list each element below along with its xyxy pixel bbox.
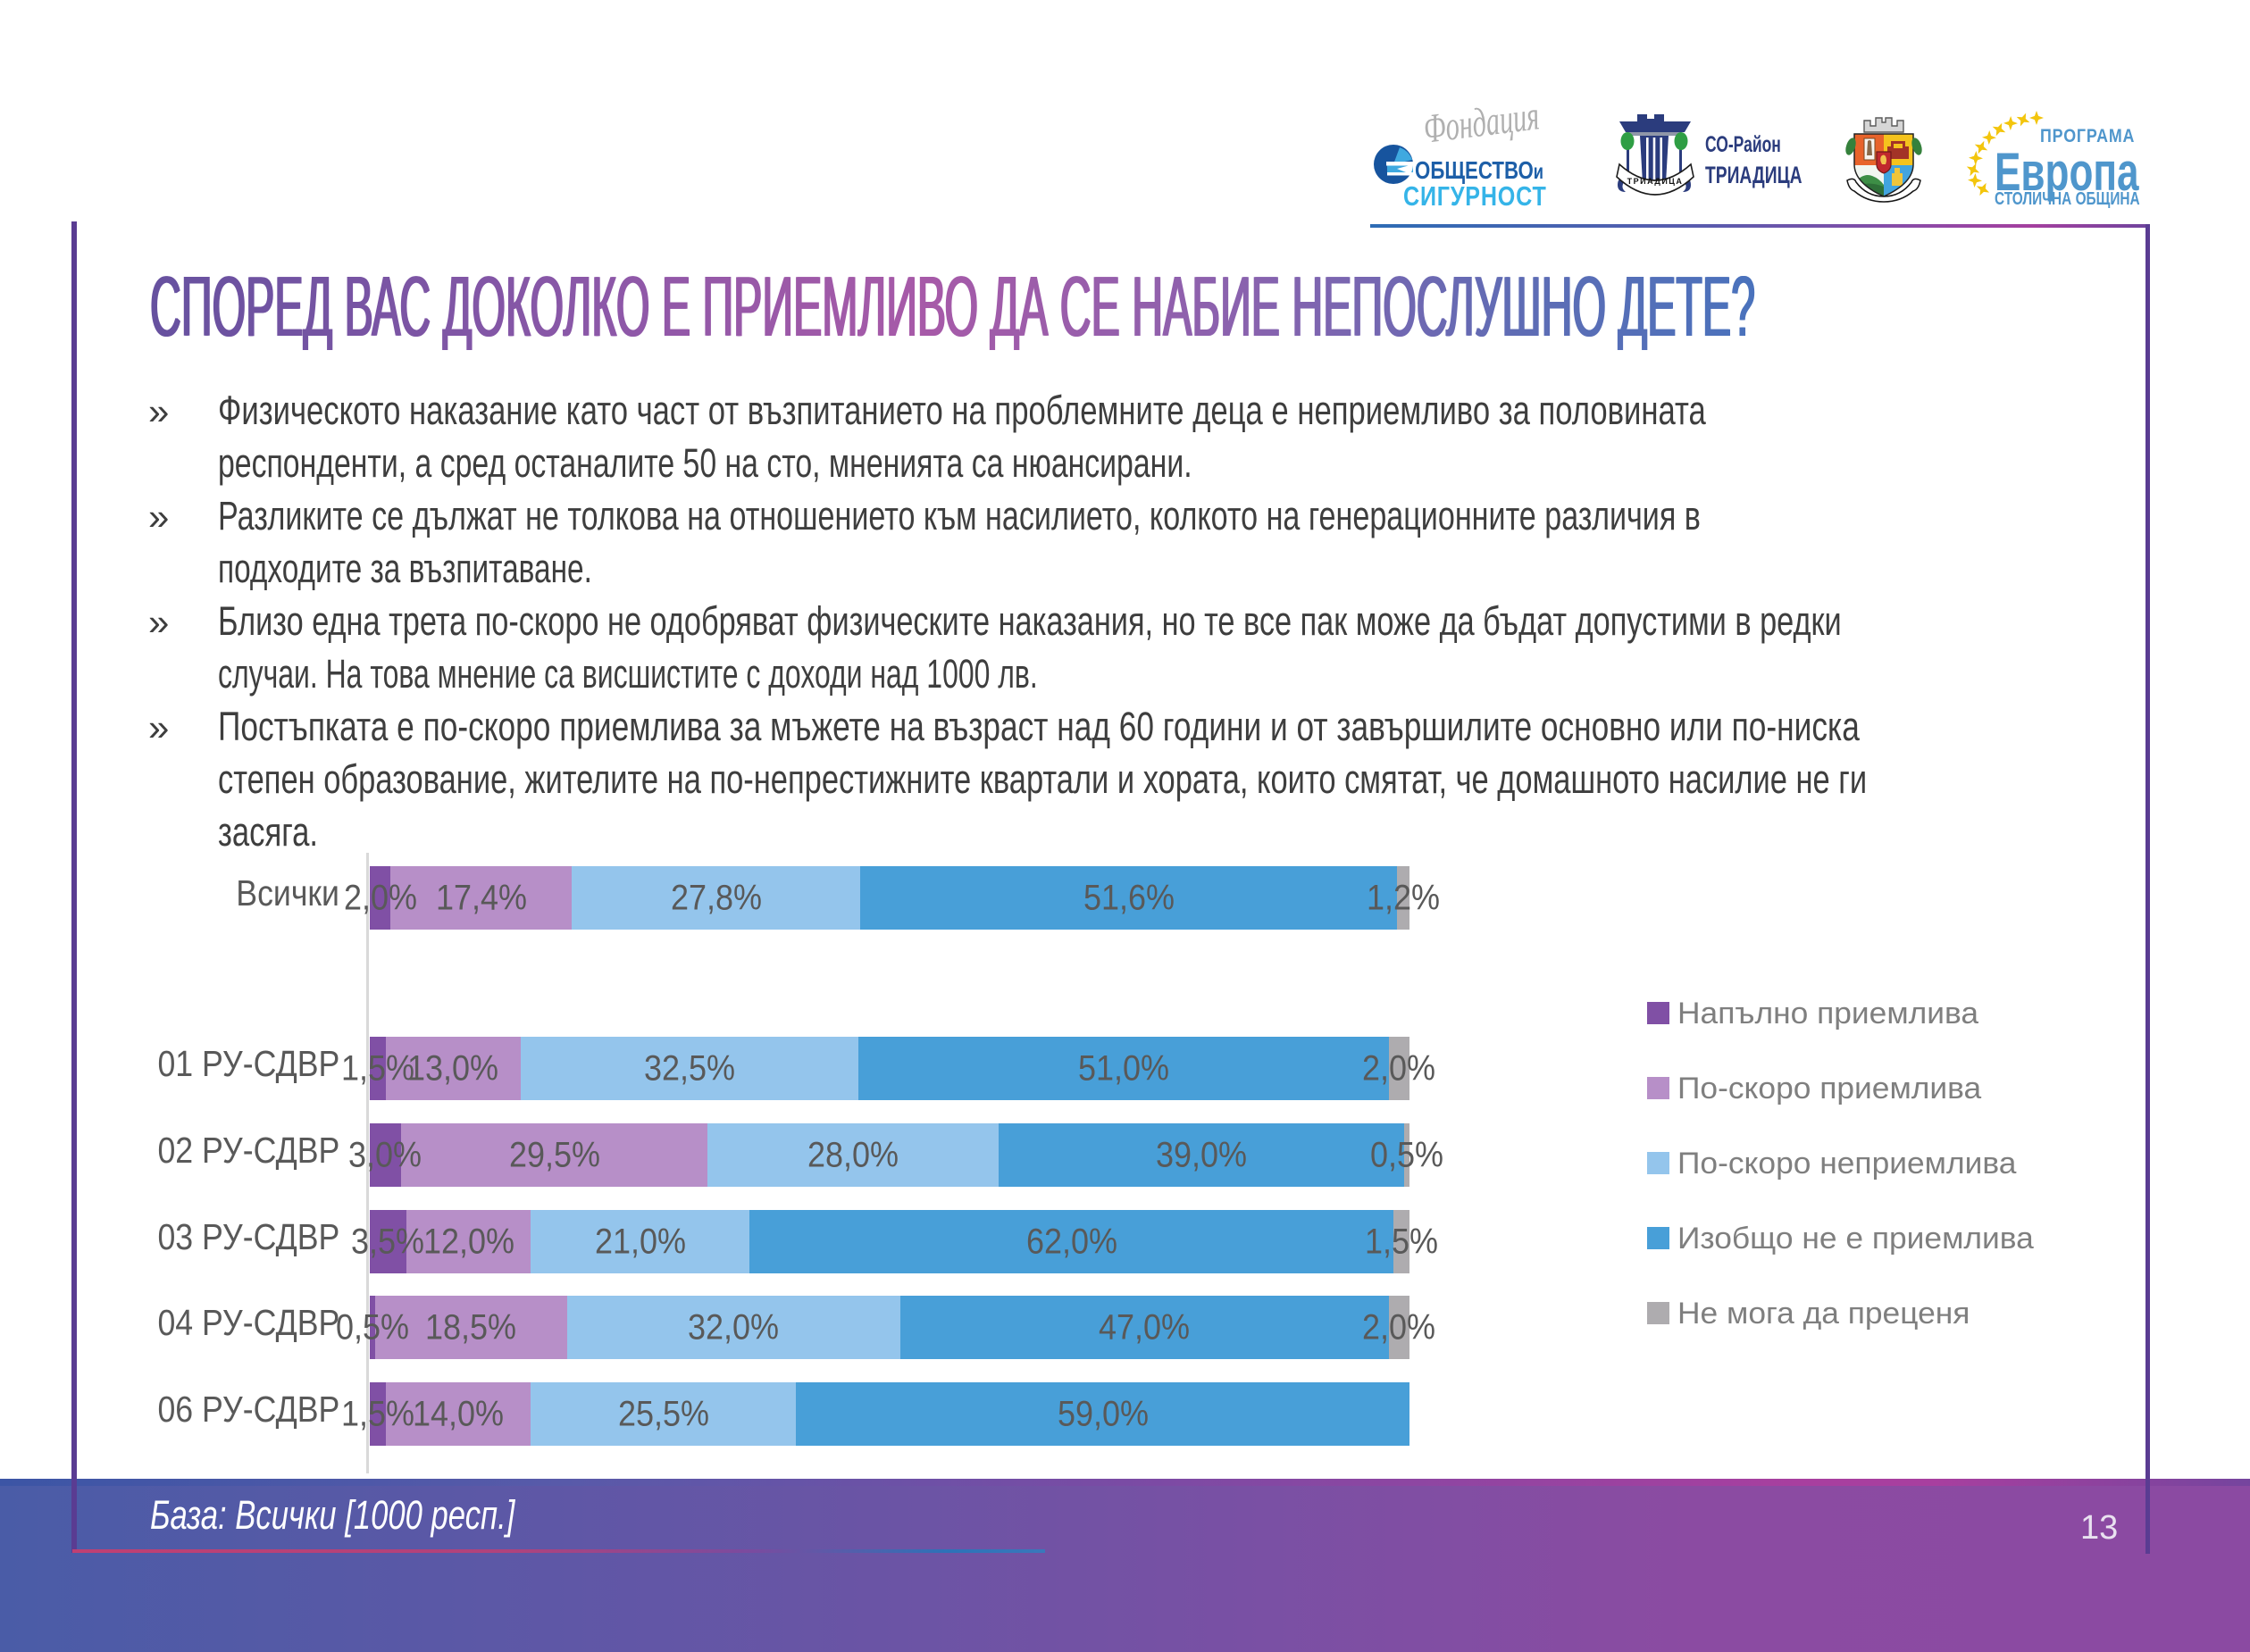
svg-text:ТРИАДИЦА: ТРИАДИЦА bbox=[1627, 177, 1684, 186]
